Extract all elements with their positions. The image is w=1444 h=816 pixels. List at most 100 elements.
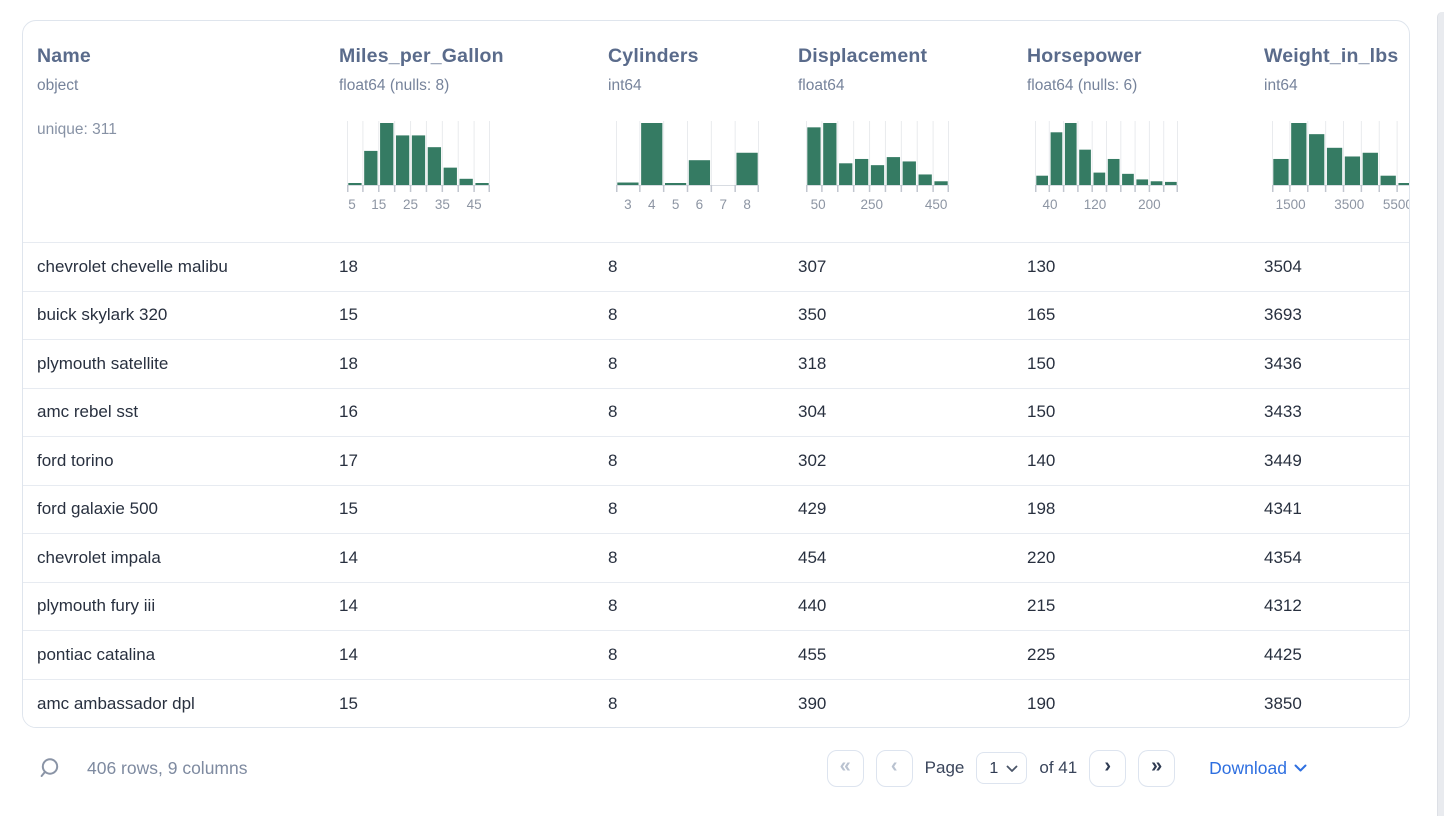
column-title: Miles_per_Gallon [339, 45, 504, 67]
hist-baseline [806, 185, 949, 186]
hist-gridline [362, 121, 364, 185]
hist-gridline [1163, 121, 1165, 185]
table-cell: 190 [1027, 693, 1056, 713]
column-header-cylinders: Cylinders int64 3 4 5 6 7 8 [608, 21, 798, 242]
hist-bar [1273, 158, 1289, 185]
hist-tick-label: 35 [435, 197, 450, 212]
hist-tick [884, 185, 887, 192]
table-row: amc rebel sst 16 8 304 150 3433 [23, 388, 1409, 437]
table-cell: plymouth satellite [37, 353, 169, 373]
hist-baseline [347, 185, 490, 186]
hist-bar [918, 174, 932, 185]
search-icon[interactable] [38, 756, 63, 781]
table-cell: amc ambassador dpl [37, 693, 195, 713]
hist-gridline [489, 121, 490, 185]
hist-gridline [900, 121, 902, 185]
hist-tick-label: 4 [648, 197, 656, 212]
hist-bar [380, 123, 394, 185]
column-title: Displacement [798, 45, 928, 67]
hist-gridline [1077, 121, 1079, 185]
hist-gridline [710, 121, 712, 185]
hist-bar [348, 183, 362, 185]
hist-tick-label: 15 [371, 197, 386, 212]
hist-tick-label: 6 [696, 197, 704, 212]
hist-tick-label: 3500 [1334, 197, 1364, 212]
hist-bar [364, 150, 378, 185]
table-cell: 440 [798, 596, 827, 616]
hist-tick-label: 8 [743, 197, 751, 212]
hist-gridline [1120, 121, 1122, 185]
table-cell: plymouth fury iii [37, 596, 156, 616]
hist-tick-label: 200 [1138, 197, 1161, 212]
row-count-summary: 406 rows, 9 columns [87, 757, 248, 778]
table-cell: 150 [1027, 402, 1056, 422]
hist-bar [1362, 152, 1378, 185]
table-cell: buick skylark 320 [37, 305, 168, 325]
table-row: ford torino 17 8 302 140 3449 [23, 437, 1409, 486]
next-page-button[interactable]: › [1089, 749, 1127, 787]
table-cell: 3504 [1264, 256, 1302, 276]
hist-tick [1120, 185, 1122, 192]
hist-bar [1036, 175, 1048, 185]
table-cell: 150 [1027, 353, 1056, 373]
hist-bar [1398, 183, 1409, 185]
hist-tick [488, 185, 490, 192]
hist-gridline [347, 121, 348, 185]
hist-gridline [884, 121, 886, 185]
hist-bar [1064, 123, 1077, 185]
hist-gridline [1106, 121, 1107, 185]
page-select[interactable]: 1 [976, 752, 1028, 784]
hist-tick-label: 50 [811, 197, 826, 212]
hist-gridline [394, 121, 396, 185]
table-cell: 220 [1027, 547, 1056, 567]
hist-tick [1324, 185, 1327, 192]
table-header: Name object unique: 311 Miles_per_Gallon flo… [23, 21, 1409, 243]
first-page-button[interactable]: « [826, 749, 864, 787]
hist-gridline [806, 121, 807, 185]
hist-tick [757, 185, 759, 192]
column-header-name: Name object unique: 311 [37, 21, 339, 242]
hist-bar [1344, 156, 1361, 185]
hist-gridline [1177, 121, 1178, 185]
hist-tick [616, 185, 618, 192]
table-cell: 14 [339, 644, 358, 664]
hist-tick [473, 185, 475, 192]
table-cell: 307 [798, 256, 827, 276]
hist-gridline [1134, 121, 1136, 185]
hist-gridline [639, 121, 641, 185]
table-cell: pontiac catalina [37, 644, 156, 664]
table-cell: 8 [608, 499, 618, 519]
hist-tick [1360, 185, 1363, 192]
table-cell: 18 [339, 256, 358, 276]
table-cell: 16 [339, 402, 358, 422]
prev-page-button[interactable]: ‹ [875, 749, 913, 787]
hist-tick [932, 185, 934, 192]
hist-bar [1136, 179, 1149, 185]
download-label: Download [1209, 757, 1287, 778]
column-unique-count: unique: 311 [37, 121, 117, 138]
hist-tick [900, 185, 903, 192]
hist-tick [852, 185, 855, 192]
table-cell: 8 [608, 305, 618, 325]
last-page-button[interactable]: » [1138, 749, 1176, 787]
table-cell: 215 [1027, 596, 1056, 616]
hist-gridline [687, 121, 688, 185]
table-cell: 8 [608, 402, 618, 422]
hist-gridline [1035, 121, 1036, 185]
hist-tick [347, 185, 349, 192]
hist-tick-label: 250 [861, 197, 884, 212]
hist-tick [947, 185, 949, 192]
hist-gridline [1289, 121, 1291, 185]
table-cell: 455 [798, 644, 827, 664]
table-cell: 3449 [1264, 450, 1302, 470]
hist-bar [1107, 158, 1120, 185]
download-link[interactable]: Download [1209, 758, 1307, 779]
table-cell: 3433 [1264, 402, 1302, 422]
hist-gridline [837, 121, 839, 185]
hist-tick [1272, 185, 1274, 192]
hist-tick [457, 185, 459, 192]
hist-bar [1050, 132, 1063, 185]
hist-gridline [916, 121, 918, 185]
table-cell: 4425 [1264, 644, 1302, 664]
